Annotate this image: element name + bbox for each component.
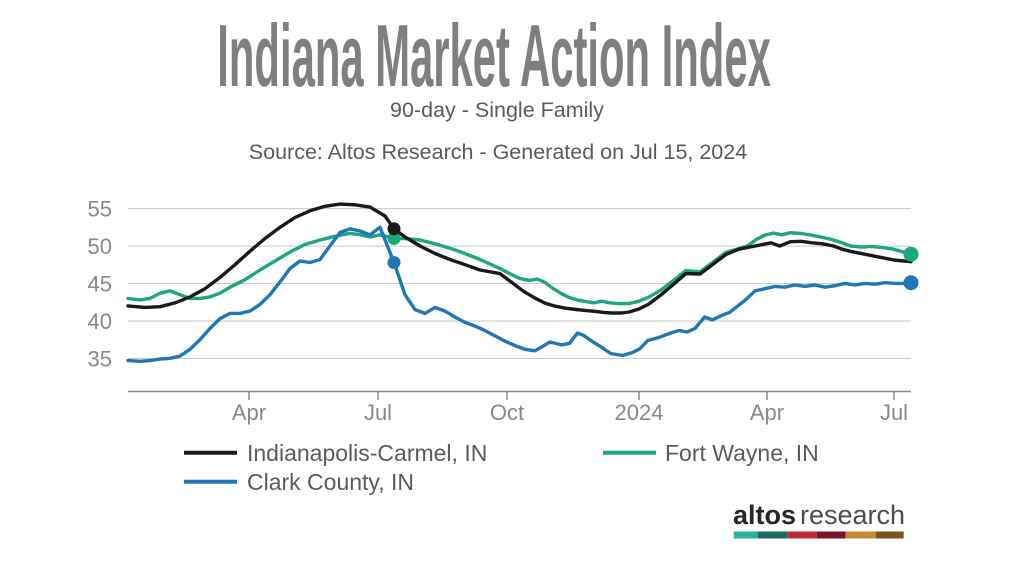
svg-text:research: research [800, 500, 905, 530]
svg-text:Clark County, IN: Clark County, IN [247, 469, 414, 495]
svg-text:45: 45 [88, 272, 112, 297]
svg-text:Jul: Jul [364, 400, 392, 425]
svg-text:Indianapolis-Carmel, IN: Indianapolis-Carmel, IN [247, 440, 487, 466]
svg-text:40: 40 [88, 309, 112, 334]
svg-text:Jul: Jul [880, 400, 908, 425]
svg-text:Apr: Apr [232, 400, 266, 425]
svg-text:35: 35 [88, 346, 112, 371]
svg-text:Oct: Oct [490, 400, 524, 425]
svg-text:55: 55 [88, 197, 112, 222]
svg-text:Fort Wayne, IN: Fort Wayne, IN [665, 440, 819, 466]
svg-text:2024: 2024 [615, 400, 664, 425]
svg-text:Apr: Apr [750, 400, 784, 425]
svg-text:50: 50 [88, 234, 112, 259]
svg-text:altos: altos [733, 500, 796, 530]
